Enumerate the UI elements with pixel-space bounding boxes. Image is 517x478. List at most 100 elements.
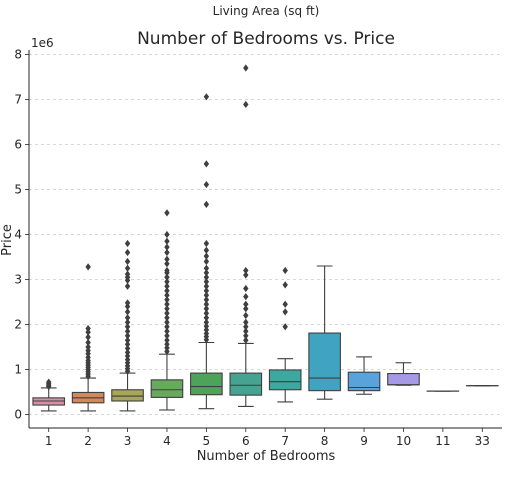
outlier-point <box>282 323 288 331</box>
outlier-point <box>164 309 170 317</box>
outlier-point <box>203 246 210 254</box>
outlier-point <box>243 323 249 331</box>
box-group <box>387 362 420 386</box>
outlier-point <box>243 300 249 308</box>
outlier-point <box>124 270 131 278</box>
outlier-point <box>164 300 170 308</box>
outlier-point <box>164 255 170 263</box>
outlier-point <box>203 273 210 281</box>
box-group <box>111 239 144 412</box>
outlier-point <box>164 318 170 326</box>
outlier-point <box>203 160 210 168</box>
outlier-point <box>124 248 131 257</box>
outlier-point <box>203 318 210 326</box>
outlier-point <box>203 282 210 290</box>
outlier-point <box>124 299 131 307</box>
y-axis-label: Price <box>0 224 15 256</box>
outlier-point <box>203 257 210 266</box>
x-tick-label: 2 <box>84 434 92 448</box>
outlier-point <box>164 340 170 348</box>
outlier-point <box>164 336 170 344</box>
x-tick-label: 6 <box>242 434 250 448</box>
outlier-point <box>203 314 210 322</box>
outlier-point <box>243 64 249 72</box>
outlier-point <box>124 336 131 344</box>
outlier-point <box>243 311 249 320</box>
x-tick-label: 1 <box>45 434 53 448</box>
top-label: Living Area (sq ft) <box>213 4 320 18</box>
outlier-point <box>124 282 131 290</box>
box-group <box>229 64 263 407</box>
outlier-point <box>243 327 249 335</box>
outlier-point <box>203 264 210 272</box>
x-tick-label: 8 <box>321 434 329 448</box>
outlier-point <box>124 332 131 340</box>
x-tick-label: 11 <box>435 434 450 448</box>
outlier-point <box>164 314 170 322</box>
box-group <box>32 378 66 412</box>
y-tick-label: 5 <box>14 183 22 197</box>
outlier-point <box>243 293 249 301</box>
box <box>387 372 420 386</box>
outlier-point <box>282 266 288 275</box>
outlier-point <box>164 323 170 331</box>
y-scale-label: 1e6 <box>31 36 54 50</box>
box-group <box>308 265 341 400</box>
outlier-point <box>164 209 170 217</box>
outlier-point <box>124 344 131 352</box>
outlier-point <box>164 282 170 290</box>
outlier-point <box>164 344 170 352</box>
box-group <box>190 93 223 410</box>
x-tick-label: 7 <box>281 434 289 448</box>
outlier-point <box>203 291 210 299</box>
outlier-point <box>164 230 170 239</box>
outlier-point <box>164 260 170 268</box>
box <box>229 372 263 396</box>
outlier-point <box>203 309 210 317</box>
box-group <box>347 356 381 395</box>
y-tick-label: 6 <box>14 138 22 152</box>
axes: 0 1 2 3 4 5 6 7 8 1 2 3 4 5 6 7 8 9 10 11 33 <box>14 48 502 448</box>
outlier-point <box>164 305 170 313</box>
box <box>347 371 381 392</box>
y-tick-label: 3 <box>14 273 22 287</box>
outlier-point <box>85 263 91 271</box>
outlier-point <box>164 237 170 245</box>
outlier-point <box>243 100 249 109</box>
box <box>268 369 302 391</box>
outlier-point <box>203 200 210 208</box>
outlier-point <box>124 308 131 316</box>
y-tick-label: 4 <box>14 228 22 242</box>
outlier-point <box>203 305 210 313</box>
grid <box>29 54 502 415</box>
outlier-point <box>164 332 170 340</box>
outlier-point <box>124 239 131 248</box>
outlier-point <box>164 273 170 281</box>
outlier-point <box>124 302 131 311</box>
outlier-point <box>164 266 170 275</box>
box <box>150 379 184 398</box>
outlier-point <box>164 327 170 335</box>
outlier-point <box>282 308 288 316</box>
outlier-point <box>164 296 170 304</box>
outlier-point <box>243 271 249 279</box>
outlier-point <box>124 323 131 331</box>
outlier-point <box>164 291 170 299</box>
outlier-point <box>85 343 91 351</box>
outlier-point <box>243 305 249 313</box>
outlier-point <box>124 352 131 360</box>
outlier-point <box>243 266 249 275</box>
chart-title: Number of Bedrooms vs. Price <box>137 29 395 49</box>
box <box>308 332 341 392</box>
outlier-point <box>243 336 249 344</box>
outlier-point <box>124 314 131 322</box>
outlier-point <box>124 348 131 356</box>
outlier-point <box>124 264 131 272</box>
outlier-point <box>203 287 210 295</box>
x-tick-label: 33 <box>475 434 490 448</box>
outlier-point <box>46 378 52 386</box>
y-tick-label: 0 <box>14 408 22 422</box>
outlier-point <box>282 300 288 308</box>
outlier-point <box>203 300 210 308</box>
y-tick-label: 2 <box>14 318 22 332</box>
